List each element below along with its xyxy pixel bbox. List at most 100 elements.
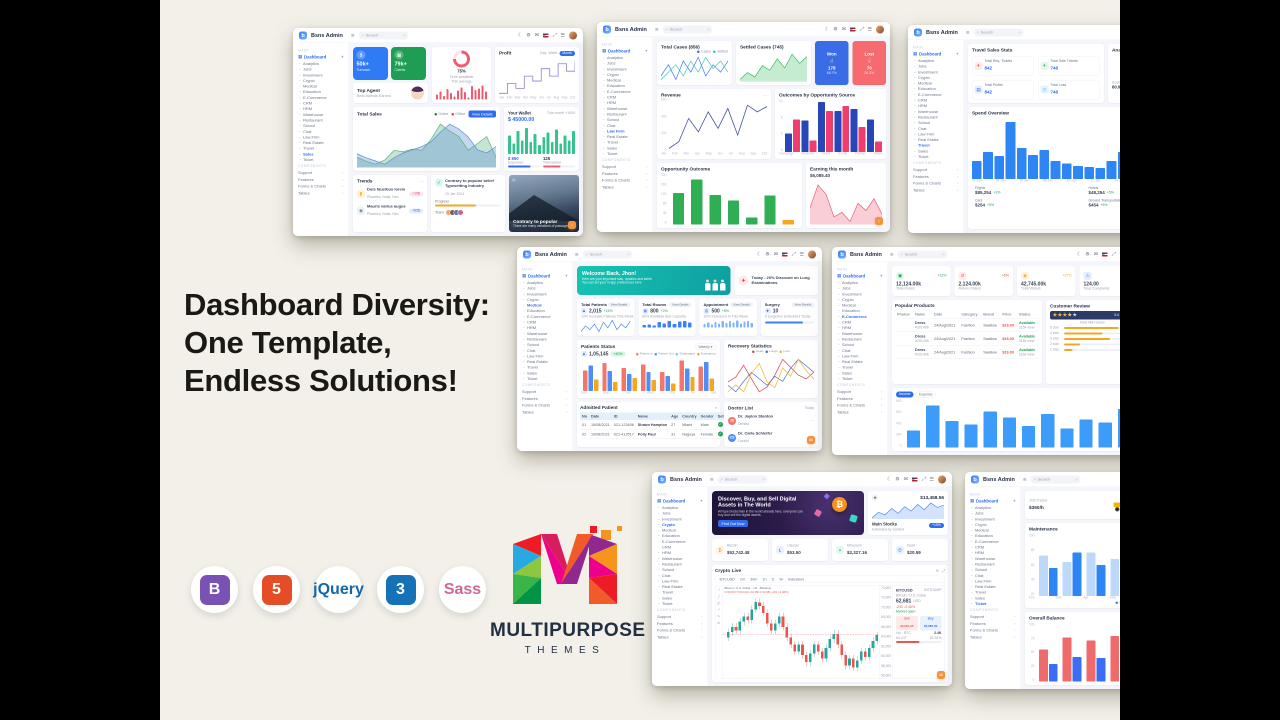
- more-options-icon[interactable]: ⋯: [763, 93, 767, 98]
- dark-mode-icon[interactable]: ☾: [1076, 251, 1082, 258]
- dark-mode-icon[interactable]: ☾: [824, 26, 830, 33]
- sidebar-item[interactable]: Jobs: [970, 511, 1016, 517]
- sidebar-item[interactable]: Travel: [657, 590, 703, 596]
- sidebar-item[interactable]: Warehouse: [970, 556, 1016, 562]
- sidebar-item[interactable]: Warehouse: [298, 112, 344, 118]
- sidebar-footer-item[interactable]: Support ›: [298, 170, 344, 176]
- sidebar-item-dashboard[interactable]: ▦ Dashboard ▾: [602, 48, 648, 54]
- sidebar-item[interactable]: Chat: [657, 573, 703, 579]
- sidebar-item[interactable]: Restaurant: [913, 114, 959, 120]
- sidebar-item-dashboard[interactable]: ▦ Dashboard ▾: [837, 273, 883, 279]
- buy-button[interactable]: Buy 62,685.00: [919, 615, 942, 631]
- sidebar-item[interactable]: Medical: [970, 528, 1016, 534]
- dark-mode-icon[interactable]: ☾: [517, 32, 523, 39]
- sidebar-footer-item[interactable]: Forms & Charts ›: [970, 628, 1016, 633]
- sidebar-item[interactable]: Jobs: [913, 64, 959, 70]
- search-input[interactable]: ⌕ Search ⌕: [358, 31, 409, 40]
- approve-icon[interactable]: ✓: [717, 431, 723, 437]
- tab-expense[interactable]: Expense: [915, 391, 937, 398]
- sidebar-item[interactable]: HRM: [837, 325, 883, 331]
- sidebar-footer-item[interactable]: Forms & Charts ›: [522, 403, 568, 408]
- sidebar-item[interactable]: E-Commerce: [602, 89, 648, 95]
- sidebar-item[interactable]: Travel: [837, 365, 883, 371]
- sidebar-item[interactable]: School: [970, 567, 1016, 573]
- sell-button[interactable]: Sell 62,681.05: [896, 615, 918, 631]
- sidebar-item[interactable]: Travel: [602, 140, 648, 146]
- sidebar-footer-item[interactable]: Features ›: [657, 621, 703, 626]
- sidebar-item[interactable]: Real Estate: [298, 140, 344, 146]
- sidebar-item[interactable]: Analytics: [837, 280, 883, 286]
- sidebar-item[interactable]: Chat: [837, 348, 883, 354]
- fullscreen-icon[interactable]: ⤢: [859, 26, 864, 33]
- sidebar-item[interactable]: CRM: [522, 320, 568, 326]
- find-out-now-button[interactable]: Find Out Now: [718, 520, 748, 527]
- sidebar-item[interactable]: Travel: [913, 143, 959, 149]
- messages-icon[interactable]: ✉: [534, 32, 540, 39]
- doctor-item[interactable]: JS Dr. Jaylon Stanton Dentist ⋯: [728, 414, 814, 426]
- sidebar-item[interactable]: Education: [657, 533, 703, 539]
- sidebar-footer-item[interactable]: Tables ›: [298, 190, 344, 196]
- language-flag-icon[interactable]: [1102, 252, 1108, 257]
- sidebar-item[interactable]: School: [522, 342, 568, 348]
- weekly-select[interactable]: Weekly ▾: [694, 343, 716, 350]
- sidebar-footer-item[interactable]: Tables ›: [837, 409, 883, 415]
- user-avatar[interactable]: [876, 25, 884, 34]
- sidebar-item[interactable]: Medical: [913, 81, 959, 87]
- coin-card[interactable]: ♦ Ethereum $2,327.16: [832, 539, 888, 561]
- sidebar-item[interactable]: Ticket: [913, 154, 959, 160]
- sidebar-item[interactable]: Education: [602, 83, 648, 89]
- sidebar-item[interactable]: Investment: [913, 69, 959, 75]
- sidebar-item[interactable]: HRM: [522, 325, 568, 331]
- trend-item[interactable]: ◉ Mauris varius augue Pharetra, Nulla, Ne…: [357, 204, 423, 218]
- hamburger-icon[interactable]: ≡: [965, 28, 970, 36]
- sidebar-item[interactable]: Crypto: [837, 297, 883, 303]
- hamburger-icon[interactable]: ≡: [709, 475, 714, 483]
- sidebar-footer-item[interactable]: Forms & Charts ›: [298, 184, 344, 189]
- fullscreen-icon[interactable]: ⤢: [1111, 251, 1116, 258]
- sidebar-item[interactable]: Sales: [837, 370, 883, 376]
- hamburger-icon[interactable]: ≡: [350, 31, 355, 39]
- sidebar-footer-item[interactable]: Features ›: [298, 177, 344, 182]
- sidebar-item[interactable]: Restaurant: [298, 117, 344, 123]
- language-flag-icon[interactable]: [912, 477, 918, 482]
- sidebar-footer-item[interactable]: Features ›: [522, 396, 568, 401]
- more-options-icon[interactable]: ⋯: [419, 179, 423, 184]
- sidebar-item[interactable]: HRM: [657, 550, 703, 556]
- sidebar-item[interactable]: E-Commerce: [837, 314, 883, 320]
- sidebar-item[interactable]: E-Commerce: [657, 539, 703, 545]
- sidebar-item[interactable]: Chat: [298, 129, 344, 135]
- sidebar-item[interactable]: Investment: [298, 72, 344, 78]
- more-options-icon[interactable]: ⋯: [810, 418, 814, 424]
- table-row[interactable]: 02 10/08/2021 021-412517 Polly Paul 31 Nagoya…: [580, 429, 735, 439]
- sidebar-item-dashboard[interactable]: ▦ Dashboard ▾: [970, 498, 1016, 504]
- sidebar-item[interactable]: Ticket: [298, 157, 344, 163]
- sidebar-item-dashboard[interactable]: ▦ Dashboard ▾: [657, 498, 703, 504]
- sidebar-item[interactable]: Ticket: [657, 601, 703, 607]
- hamburger-icon[interactable]: ≡: [574, 250, 579, 258]
- sidebar-item[interactable]: Sales: [602, 145, 648, 151]
- sidebar-item[interactable]: Restaurant: [522, 336, 568, 342]
- sidebar-item[interactable]: Chat: [602, 123, 648, 129]
- sidebar-item[interactable]: Education: [522, 308, 568, 314]
- sidebar-item[interactable]: Law Firm: [913, 131, 959, 137]
- view-details-button[interactable]: View Details: [791, 302, 814, 307]
- sidebar-item[interactable]: Warehouse: [522, 331, 568, 337]
- sidebar-item[interactable]: Real Estate: [657, 584, 703, 590]
- hamburger-icon[interactable]: ≡: [889, 250, 894, 258]
- filter-month[interactable]: Month: [559, 50, 575, 56]
- sidebar-item[interactable]: Ticket: [602, 151, 648, 157]
- sidebar-item[interactable]: Analytics: [298, 61, 344, 67]
- sidebar-item[interactable]: Ticket: [970, 601, 1016, 607]
- sidebar-item[interactable]: HRM: [602, 100, 648, 106]
- messages-icon[interactable]: ✉: [903, 476, 909, 483]
- sidebar-item-dashboard[interactable]: ▦ Dashboard ▾: [913, 51, 959, 57]
- sidebar-item[interactable]: Education: [837, 308, 883, 314]
- toolbar-item[interactable]: 1h: [762, 577, 767, 582]
- sidebar-item[interactable]: Crypto: [970, 522, 1016, 528]
- sidebar-item[interactable]: Ticket: [522, 376, 568, 382]
- sidebar-item[interactable]: Analytics: [970, 505, 1016, 511]
- sidebar-item[interactable]: CRM: [298, 101, 344, 107]
- menu-icon[interactable]: ☰: [560, 32, 565, 39]
- messages-icon[interactable]: ✉: [841, 26, 847, 33]
